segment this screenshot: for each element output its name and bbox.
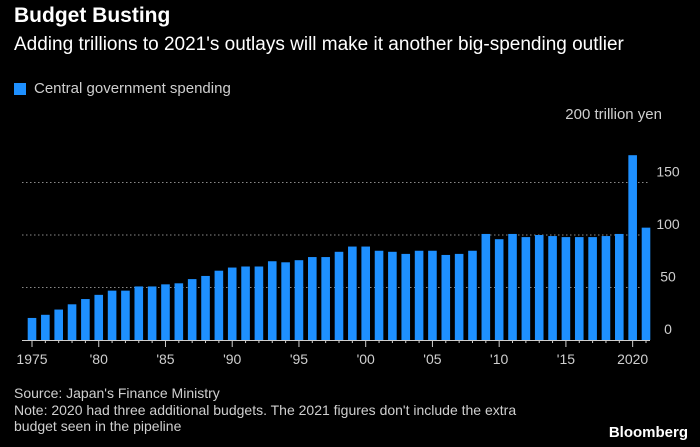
bar-2013 — [534, 235, 544, 340]
bar-2019 — [615, 233, 624, 340]
footnote-line-1: Note: 2020 had three additional budgets.… — [14, 401, 517, 418]
x-tick-label: '10 — [490, 351, 508, 367]
bar-1983 — [134, 286, 144, 340]
bar-1978 — [67, 304, 77, 340]
bar-1993 — [267, 261, 277, 340]
x-tick-label: '05 — [423, 351, 441, 367]
bar-1980 — [94, 294, 104, 340]
bar-2000 — [361, 246, 370, 340]
bar-1986 — [174, 283, 184, 340]
bar-2015 — [561, 237, 571, 340]
legend-label: Central government spending — [34, 80, 231, 97]
bar-2007 — [454, 253, 464, 340]
bar-1979 — [81, 299, 90, 340]
bar-1987 — [187, 279, 197, 340]
bar-2002 — [388, 251, 397, 340]
legend: Central government spending — [14, 80, 231, 97]
bar-2006 — [441, 254, 451, 340]
bar-1991 — [241, 266, 250, 340]
bar-2010 — [494, 239, 504, 340]
bar-2001 — [374, 250, 384, 340]
y-tick-label: 50 — [660, 269, 676, 285]
legend-swatch — [14, 82, 26, 95]
bar-1995 — [294, 260, 304, 340]
y-axis-unit-label: 200 trillion yen — [565, 106, 662, 123]
bar-1997 — [321, 257, 330, 340]
x-tick-label: '15 — [557, 351, 575, 367]
chart-subtitle: Adding trillions to 2021's outlays will … — [14, 34, 624, 55]
y-tick-label: 100 — [656, 216, 680, 232]
y-tick-label: 150 — [656, 164, 680, 180]
bar-1977 — [54, 309, 63, 340]
bar-1990 — [227, 267, 237, 340]
brand-logo: Bloomberg — [608, 424, 688, 441]
bar-2004 — [414, 250, 424, 340]
bar-1992 — [254, 266, 264, 340]
x-tick-label: 1975 — [16, 351, 47, 367]
x-tick-label: '00 — [357, 351, 375, 367]
source-note: Source: Japan's Finance Ministry — [14, 385, 220, 401]
x-tick-label: 2020 — [617, 351, 648, 367]
y-tick-label: 0 — [664, 321, 672, 337]
bar-1975 — [27, 317, 37, 340]
x-tick-label: '80 — [90, 351, 108, 367]
x-tick-label: '85 — [156, 351, 174, 367]
footnote-line-2: budget seen in the pipeline — [14, 418, 182, 434]
bar-1998 — [334, 251, 344, 340]
footer: Source: Japan's Finance Ministry Note: 2… — [14, 385, 516, 435]
x-tick-label: '90 — [223, 351, 241, 367]
bar-1984 — [147, 286, 157, 340]
bar-2014 — [548, 236, 557, 340]
bar-2016 — [574, 237, 584, 340]
bar-2020 — [628, 155, 637, 340]
bar-2003 — [401, 253, 411, 340]
bar-2021 — [641, 227, 651, 340]
bar-2009 — [481, 233, 491, 340]
bar-1981 — [107, 290, 117, 340]
bar-2005 — [428, 250, 437, 340]
bar-1982 — [121, 290, 130, 340]
bar-1996 — [308, 257, 317, 340]
x-tick-label: '95 — [290, 351, 308, 367]
bar-1994 — [281, 262, 290, 340]
bar-1985 — [161, 284, 170, 340]
bar-2012 — [521, 237, 531, 340]
bar-1988 — [201, 275, 210, 340]
chart-title: Budget Busting — [14, 4, 171, 27]
bar-1989 — [214, 270, 224, 340]
bar-2008 — [468, 250, 477, 340]
bar-1999 — [348, 246, 357, 340]
bar-2018 — [601, 236, 611, 340]
bar-2011 — [508, 233, 517, 340]
bar-2017 — [588, 237, 597, 340]
bar-1976 — [41, 314, 50, 340]
